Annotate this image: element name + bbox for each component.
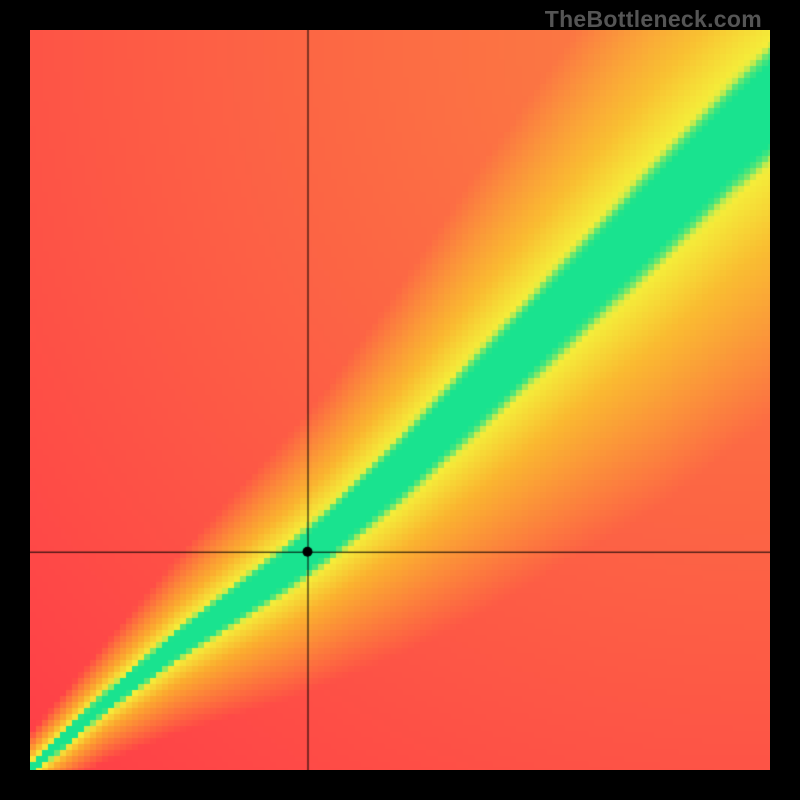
chart-frame: TheBottleneck.com [0,0,800,800]
heatmap-canvas [30,30,770,770]
heatmap-plot [30,30,770,770]
watermark-text: TheBottleneck.com [545,6,762,33]
